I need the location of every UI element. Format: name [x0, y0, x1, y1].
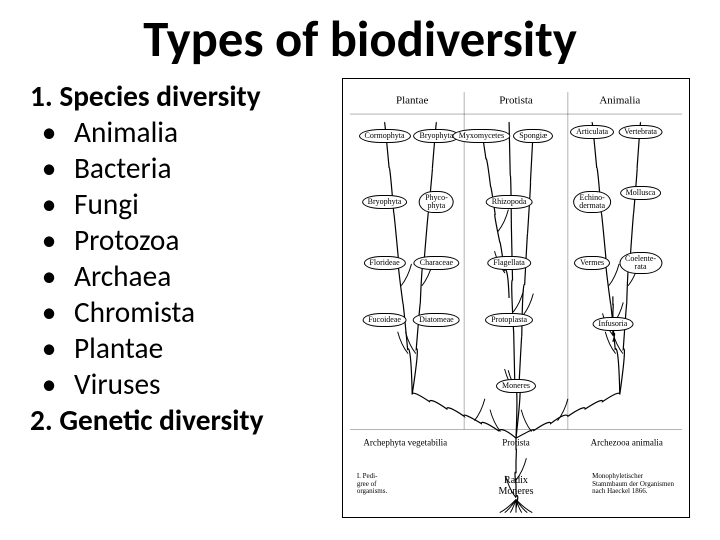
list-item: Protozoa — [30, 222, 330, 258]
tree-node: Mollusca — [620, 186, 662, 200]
tree-node: Characeae — [414, 256, 459, 270]
tree-trunk-label: Radix Moneres — [499, 475, 534, 497]
tree-base-label: Archezooa animalia — [591, 438, 663, 447]
text-column: 1. Species diversity Animalia Bacteria F… — [30, 78, 330, 518]
tree-node: Florideae — [363, 256, 405, 270]
tree-footnote-right: Monophyletischer Stammbaum der Organisme… — [592, 473, 674, 495]
tree-node: Vertebrata — [618, 125, 663, 139]
tree-base-label: Protista — [502, 438, 530, 447]
tree-node: Phyco- phyta — [419, 191, 454, 213]
tree-node: Flagellata — [487, 256, 531, 270]
tree-node: Fucoideae — [362, 313, 407, 327]
tree-footnote-left: I. Pedi- gree of organisms. — [357, 473, 387, 495]
list-item: Archaea — [30, 258, 330, 294]
tree-header: Plantae — [396, 95, 428, 106]
tree-node: Moneres — [496, 379, 536, 393]
tree-node: Articulata — [570, 125, 614, 139]
tree-node: Cormophyta — [359, 129, 411, 143]
list-item: Animalia — [30, 114, 330, 150]
tree-node: Coelente- rata — [619, 252, 662, 274]
tree-node: Protoplasta — [485, 313, 533, 327]
species-list: Animalia Bacteria Fungi Protozoa Archaea… — [30, 114, 330, 402]
slide: Types of biodiversity 1. Species diversi… — [0, 0, 720, 540]
tree-node: Vermes — [574, 256, 610, 270]
tree-node: Echino- dermata — [573, 191, 611, 213]
tree-svg — [343, 79, 689, 517]
list-item: Bacteria — [30, 150, 330, 186]
page-title: Types of biodiversity — [30, 8, 690, 70]
tree-node: Spongiæ — [513, 129, 553, 143]
tree-node: Rhizopoda — [486, 195, 533, 209]
list-item: Viruses — [30, 366, 330, 402]
tree-header: Animalia — [599, 95, 640, 106]
tree-node: Diatomeae — [413, 313, 460, 327]
tree-header: Protista — [499, 95, 533, 106]
section-2-heading: 2. Genetic diversity — [30, 402, 330, 438]
list-item: Plantae — [30, 330, 330, 366]
section-1-heading: 1. Species diversity — [30, 78, 330, 114]
tree-node: Infusoria — [592, 317, 633, 331]
content-row: 1. Species diversity Animalia Bacteria F… — [30, 78, 690, 518]
list-item: Chromista — [30, 294, 330, 330]
list-item: Fungi — [30, 186, 330, 222]
tree-base-label: Archephyta vegetabilia — [363, 438, 447, 447]
tree-node: Bryophyta — [362, 195, 408, 209]
tree-diagram: Plantae Protista Animalia Cormophyta Bryophy… — [342, 78, 690, 518]
tree-node: Myxomycetes — [453, 129, 510, 143]
